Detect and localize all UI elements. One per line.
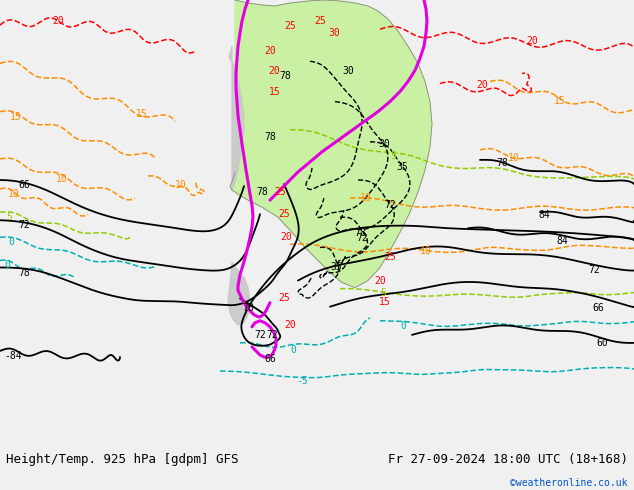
- Text: 10: 10: [508, 153, 520, 163]
- Text: 72: 72: [384, 200, 396, 210]
- Text: 78: 78: [279, 72, 291, 81]
- Text: 72: 72: [254, 330, 266, 340]
- Text: 78: 78: [354, 228, 366, 238]
- Text: 66: 66: [592, 303, 604, 313]
- Text: 15: 15: [136, 109, 148, 119]
- Text: 25: 25: [274, 187, 286, 197]
- Text: 78: 78: [496, 158, 508, 168]
- Text: 60: 60: [596, 338, 608, 348]
- Text: Fr 27-09-2024 18:00 UTC (18+168): Fr 27-09-2024 18:00 UTC (18+168): [387, 453, 628, 466]
- Text: 0: 0: [290, 345, 296, 355]
- Text: 10: 10: [56, 174, 68, 184]
- Polygon shape: [229, 46, 244, 190]
- Text: 72: 72: [18, 220, 30, 230]
- Text: 10: 10: [175, 180, 187, 190]
- Text: 72: 72: [356, 233, 368, 244]
- Text: 78: 78: [242, 303, 254, 313]
- Text: 84: 84: [556, 236, 568, 246]
- Text: 78: 78: [264, 132, 276, 142]
- Text: 0: 0: [8, 237, 14, 247]
- Text: 20: 20: [284, 320, 296, 330]
- Polygon shape: [230, 0, 432, 288]
- Text: 20: 20: [476, 80, 488, 91]
- Text: 5: 5: [6, 212, 12, 222]
- Text: 0: 0: [400, 321, 406, 331]
- Text: 66: 66: [18, 180, 30, 190]
- Text: 15: 15: [554, 96, 566, 105]
- Text: -5: -5: [296, 376, 307, 386]
- Text: 25: 25: [278, 209, 290, 219]
- Text: 15: 15: [269, 87, 281, 97]
- Text: 10: 10: [360, 193, 372, 203]
- Text: 72: 72: [588, 266, 600, 275]
- Text: 78: 78: [18, 268, 30, 277]
- Text: -84: -84: [4, 351, 22, 361]
- Text: 30: 30: [378, 139, 390, 149]
- Text: 5: 5: [380, 288, 386, 297]
- Text: 78: 78: [256, 187, 268, 197]
- Text: ©weatheronline.co.uk: ©weatheronline.co.uk: [510, 478, 628, 488]
- Text: 30: 30: [328, 28, 340, 38]
- Text: 20: 20: [264, 46, 276, 56]
- Text: 15: 15: [10, 112, 22, 122]
- Text: 0: 0: [4, 261, 10, 270]
- Text: 25: 25: [284, 21, 296, 31]
- Text: 72: 72: [266, 330, 278, 340]
- Text: 20: 20: [268, 66, 280, 76]
- Text: 20: 20: [280, 232, 292, 243]
- Text: 10: 10: [420, 246, 432, 256]
- Text: 35: 35: [396, 162, 408, 172]
- Text: 25: 25: [314, 16, 326, 26]
- Text: 84: 84: [538, 210, 550, 220]
- Text: 20: 20: [52, 16, 64, 26]
- Text: 20: 20: [374, 275, 386, 286]
- Text: 35: 35: [330, 263, 342, 272]
- Text: 25: 25: [278, 293, 290, 303]
- Text: 15: 15: [379, 296, 391, 307]
- Text: 20: 20: [526, 36, 538, 46]
- Polygon shape: [228, 263, 250, 325]
- Text: 30: 30: [342, 66, 354, 76]
- Text: 25: 25: [384, 252, 396, 263]
- Text: Height/Temp. 925 hPa [gdpm] GFS: Height/Temp. 925 hPa [gdpm] GFS: [6, 453, 239, 466]
- Text: 66: 66: [264, 354, 276, 364]
- Text: 5: 5: [390, 151, 396, 161]
- Text: 10: 10: [8, 189, 20, 199]
